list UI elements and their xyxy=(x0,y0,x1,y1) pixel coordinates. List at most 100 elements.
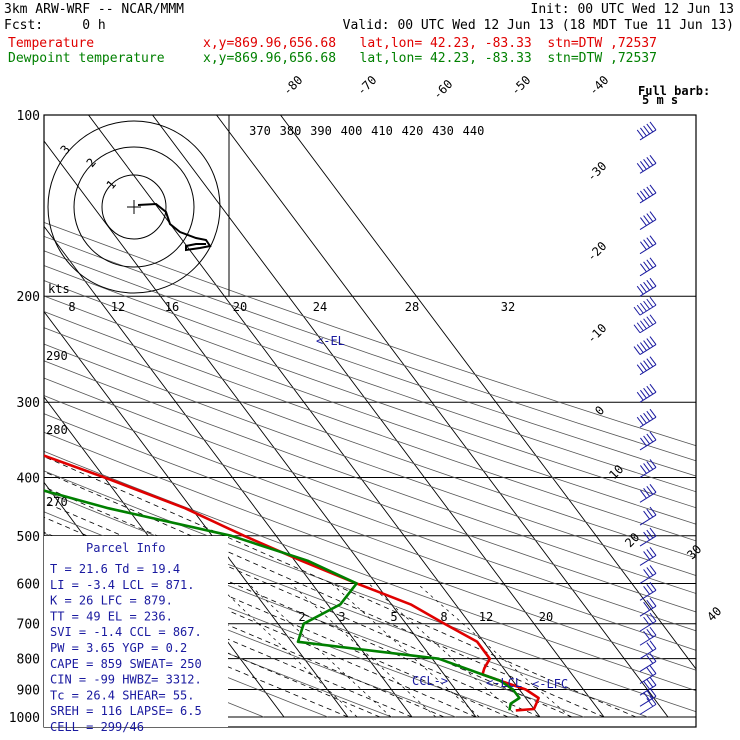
theta-e-label: 370 xyxy=(249,124,271,138)
parcel-info-row: CIN = -99 HWBZ= 3312. xyxy=(50,673,202,687)
isotherm-label: -30 xyxy=(584,159,609,184)
theta-e-label: 380 xyxy=(280,124,302,138)
wind-barb xyxy=(639,640,657,660)
isotherm-line xyxy=(216,115,669,718)
mixing-ratio-label: 2 xyxy=(298,610,305,624)
parcel-info-row: CELL = 299/46 xyxy=(50,720,144,734)
mixing-ratio-label: 5 xyxy=(390,610,397,624)
lcl-marker: <-LCL xyxy=(486,676,522,690)
hodo-axis-label: 28 xyxy=(405,300,419,314)
hodo-axis-label: 20 xyxy=(233,300,247,314)
theta-e-label: 430 xyxy=(432,124,454,138)
theta-label: 280 xyxy=(46,423,68,437)
moist-adiabat-line xyxy=(44,486,573,718)
parcel-info-row: PW = 3.65 YGP = 0.2 xyxy=(50,641,187,655)
theta-label: 270 xyxy=(46,495,68,509)
dewpoint-profile xyxy=(44,489,521,711)
wind-barb xyxy=(636,184,657,204)
isotherm-label: -60 xyxy=(430,77,455,102)
wind-barb xyxy=(639,235,657,255)
wind-barb xyxy=(633,296,657,316)
wind-barb xyxy=(639,257,657,277)
wind-barb xyxy=(639,665,657,685)
theta-e-label: 400 xyxy=(341,124,363,138)
wind-barb xyxy=(633,336,657,355)
pressure-label: 400 xyxy=(17,471,40,486)
hodograph-ring xyxy=(73,146,195,268)
parcel-info-row: SVI = -1.4 CCL = 867. xyxy=(50,625,202,639)
dewpoint-legend: Dewpoint temperature xyxy=(8,51,165,66)
dry-adiabat-line xyxy=(44,221,696,447)
wind-barb xyxy=(639,211,657,231)
parcel-info-row: K = 26 LFC = 879. xyxy=(50,594,173,608)
dry-adiabat-line xyxy=(44,577,392,718)
temperature-location: x,y=869.96,656.68 lat,lon= 42.23, -83.33… xyxy=(203,36,657,51)
lfc-marker: <-LFC xyxy=(532,677,568,691)
moist-adiabat-line xyxy=(44,456,637,718)
moist-adiabat-line xyxy=(44,501,541,718)
isotherm-label: 0 xyxy=(592,403,607,418)
hodograph-units: kts xyxy=(48,282,70,296)
isotherm-label: 10 xyxy=(606,462,626,482)
moist-adiabat-line xyxy=(44,531,477,718)
wind-barb xyxy=(636,356,657,376)
dry-adiabat-line xyxy=(44,470,696,713)
forecast-hour: Fcst: 0 h xyxy=(4,18,106,33)
mixing-ratio-line xyxy=(290,583,437,718)
dewpoint-location: x,y=869.96,656.68 lat,lon= 42.23, -83.33… xyxy=(203,51,657,66)
parcel-info-title: Parcel Info xyxy=(86,541,165,555)
dry-adiabat-line xyxy=(44,280,696,509)
wind-barb xyxy=(639,565,657,584)
parcel-info-row: TT = 49 EL = 236. xyxy=(50,609,173,623)
isotherm-line xyxy=(88,115,541,718)
wind-barb xyxy=(636,277,657,297)
hodograph-trace xyxy=(137,202,212,252)
mixing-ratio-line xyxy=(416,583,571,718)
theta-label: 290 xyxy=(46,349,68,363)
wind-barb xyxy=(639,653,657,672)
dry-adiabat-line xyxy=(44,450,696,692)
dry-adiabat-line xyxy=(44,295,696,525)
wind-barb xyxy=(639,696,657,715)
wind-barb xyxy=(639,612,657,632)
pressure-label: 800 xyxy=(17,653,40,668)
isotherm-line xyxy=(152,115,605,718)
wind-barb xyxy=(639,484,657,503)
mixing-ratio-label: 20 xyxy=(539,610,553,624)
dry-adiabat-line xyxy=(44,311,696,542)
wind-barb xyxy=(639,676,657,696)
parcel-info-row: CAPE = 859 SWEAT= 250 xyxy=(50,657,202,671)
wind-barb xyxy=(639,626,657,646)
isotherm-label: 20 xyxy=(622,530,642,550)
wind-barb xyxy=(639,506,657,526)
wind-barb xyxy=(639,431,657,451)
theta-e-label: 420 xyxy=(402,124,424,138)
dry-adiabat-line xyxy=(44,431,696,671)
dry-adiabat-line xyxy=(44,360,696,594)
theta-e-label: 410 xyxy=(371,124,393,138)
mixing-ratio-label: 12 xyxy=(479,610,493,624)
isotherm-label: -80 xyxy=(280,73,305,98)
isotherm-line xyxy=(44,140,477,718)
theta-e-label: 390 xyxy=(310,124,332,138)
pressure-label: 600 xyxy=(17,577,40,592)
isotherm-line xyxy=(44,225,413,718)
dry-adiabat-line xyxy=(44,250,696,477)
theta-e-label: 440 xyxy=(463,124,485,138)
dry-adiabat-line xyxy=(44,327,696,559)
parcel-info-row: SREH = 116 LAPSE= 6.5 xyxy=(50,704,202,718)
isotherm-label: -50 xyxy=(508,73,533,98)
pressure-label: 100 xyxy=(17,109,40,124)
wind-barb xyxy=(639,688,657,707)
wind-barb xyxy=(636,155,657,174)
dry-adiabat-line xyxy=(44,377,696,613)
dry-adiabat-line xyxy=(44,343,696,576)
isotherm-label: 30 xyxy=(684,542,704,562)
isotherm-line xyxy=(280,115,696,670)
isotherm-line xyxy=(44,310,349,718)
dry-adiabat-line xyxy=(44,395,696,632)
pressure-label: 200 xyxy=(17,290,40,305)
moist-adiabat-line xyxy=(44,471,605,718)
full-barb-units: 5 m s xyxy=(642,93,678,107)
